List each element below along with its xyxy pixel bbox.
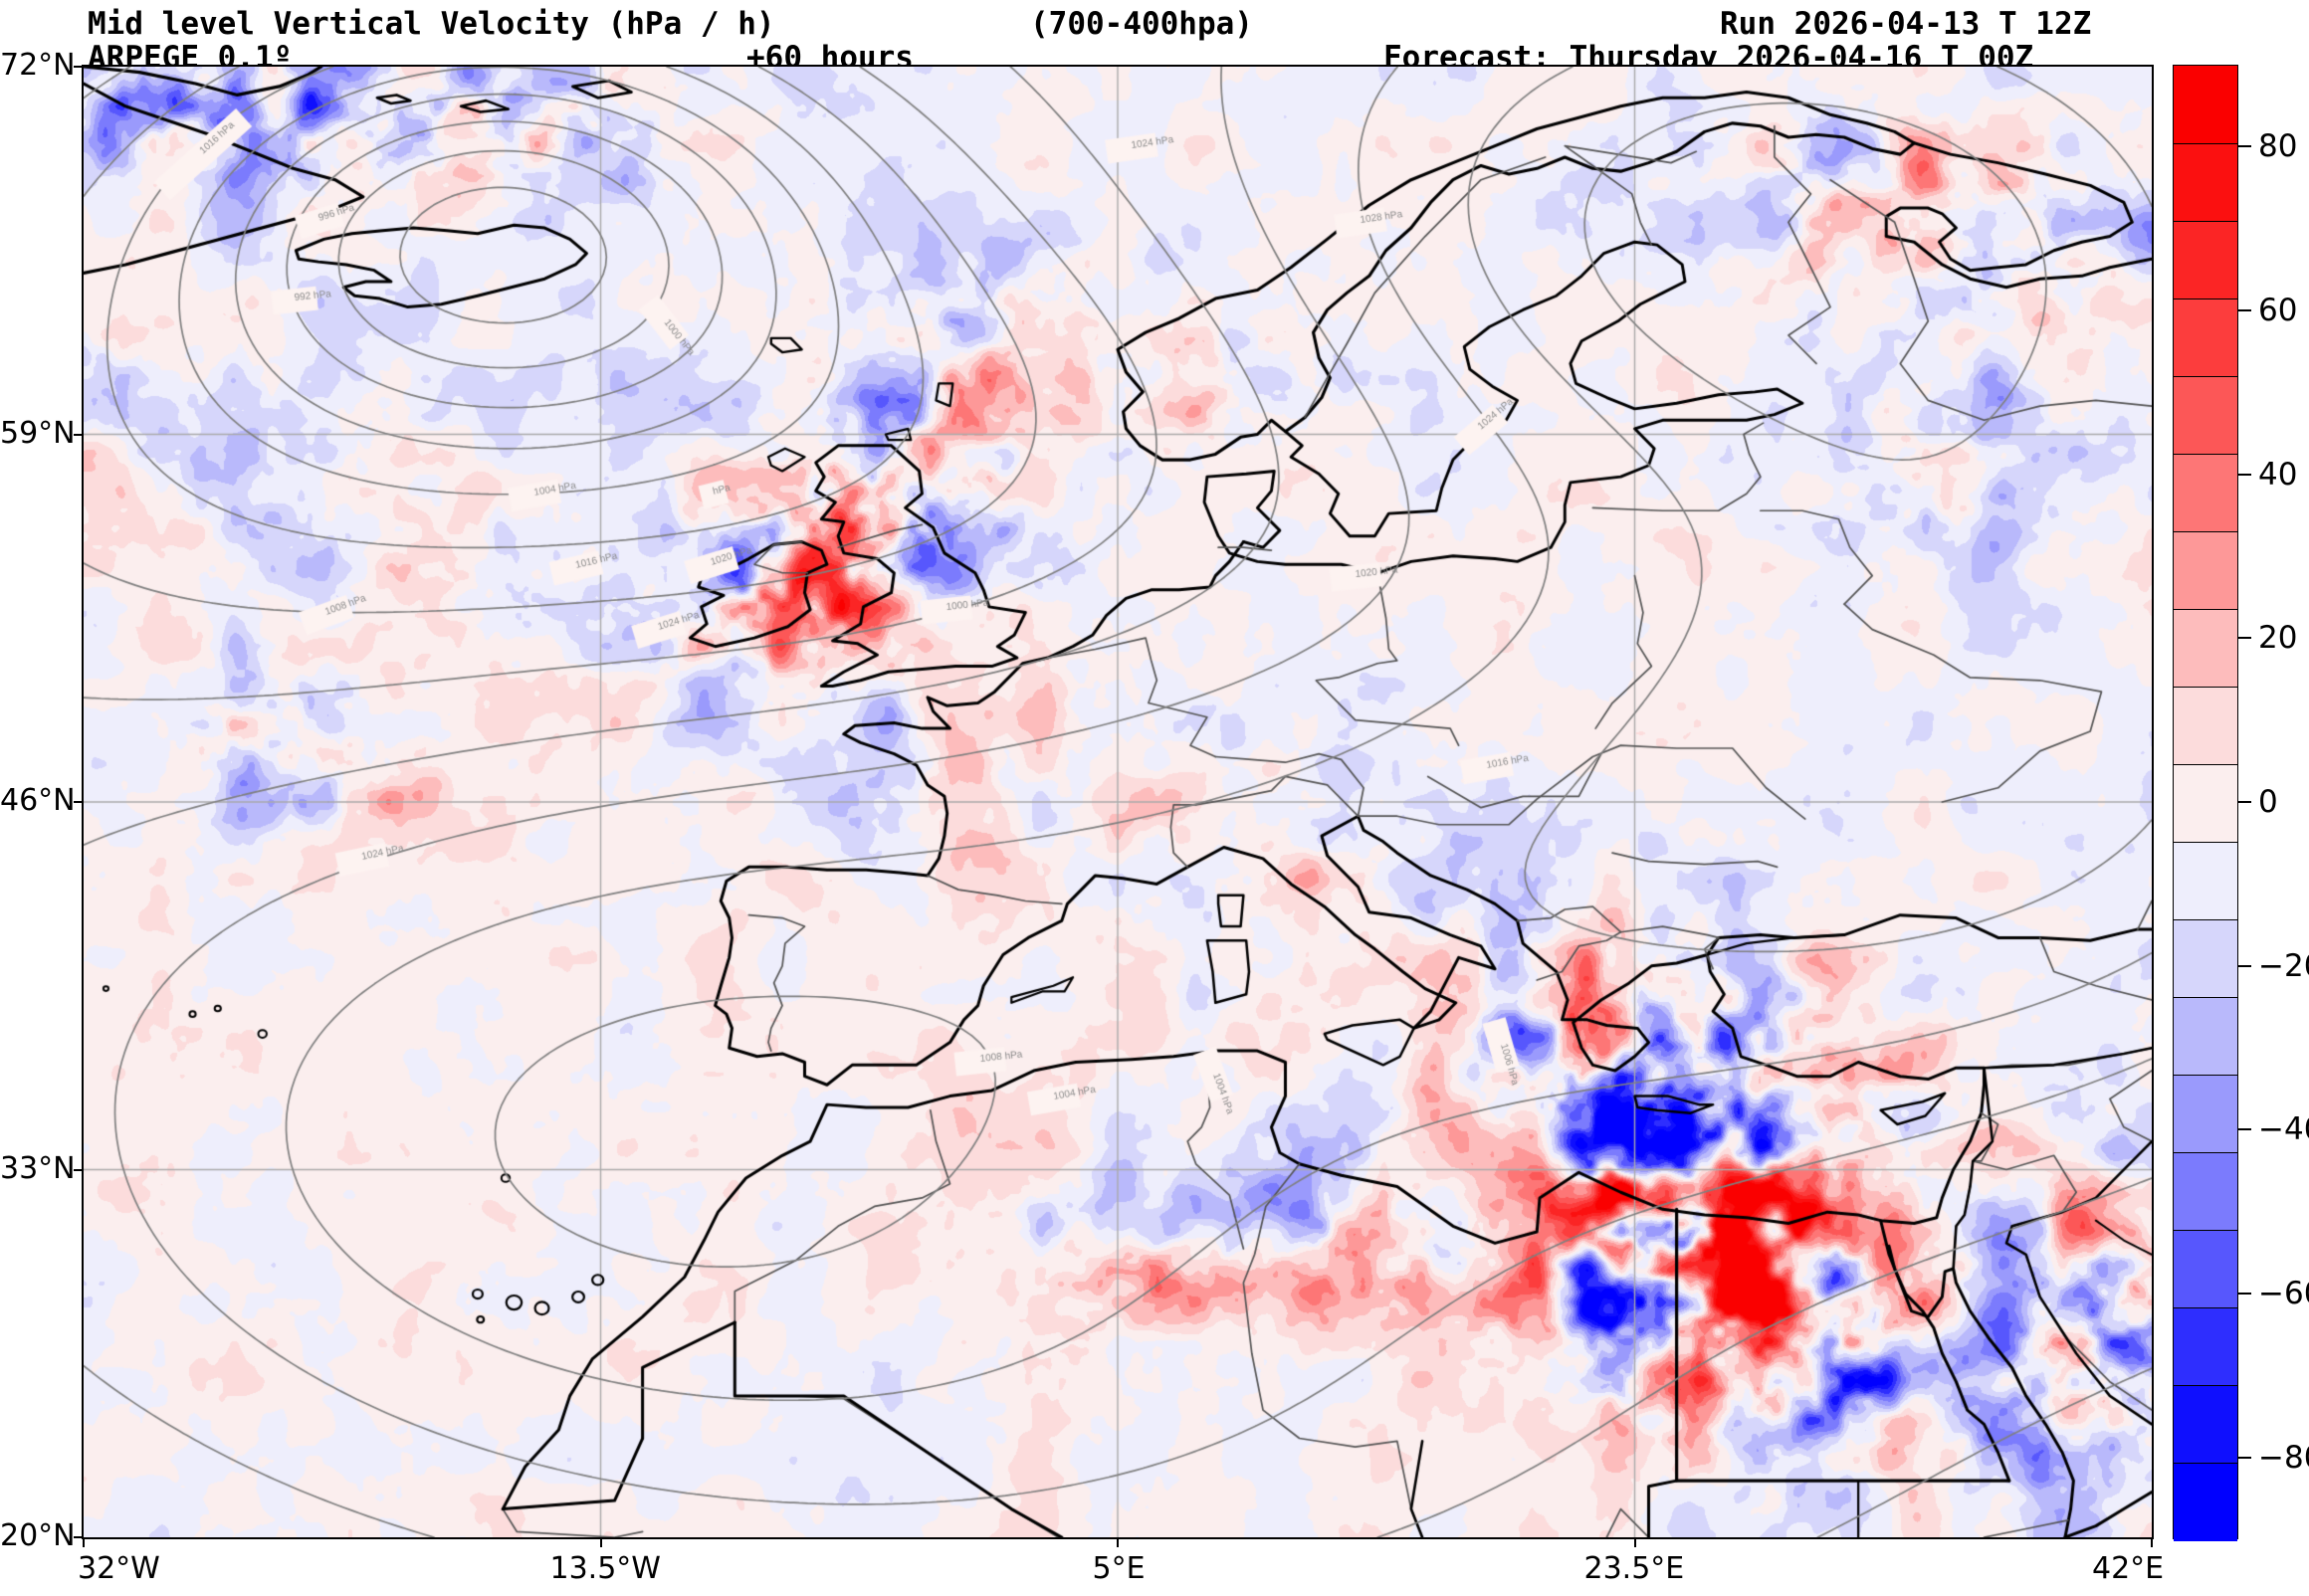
- colorbar-band-separator: [2174, 1385, 2237, 1386]
- chart-level-range: (700-400hpa): [1030, 6, 1253, 42]
- colorbar-band: [2174, 1385, 2237, 1464]
- colorbar-band: [2174, 919, 2237, 998]
- colorbar-band: [2174, 221, 2237, 299]
- y-axis-tick: [74, 1536, 84, 1538]
- colorbar-tick-label: 20: [2258, 620, 2298, 657]
- colorbar-band: [2174, 1307, 2237, 1386]
- colorbar-band-separator: [2174, 531, 2237, 532]
- colorbar-band-separator: [2174, 143, 2237, 144]
- colorbar-band: [2174, 531, 2237, 610]
- y-axis-tick: [74, 801, 84, 803]
- y-axis-tick: [74, 433, 84, 436]
- colorbar-band-separator: [2174, 997, 2237, 998]
- colorbar-band: [2174, 454, 2237, 532]
- colorbar-band-separator: [2174, 1230, 2237, 1231]
- colorbar-tick: [2238, 1128, 2251, 1131]
- colorbar-band: [2174, 376, 2237, 455]
- colorbar-band: [2174, 143, 2237, 222]
- colorbar-band-separator: [2174, 1463, 2237, 1464]
- colorbar-tick-label: 40: [2258, 456, 2298, 493]
- colorbar-band-separator: [2174, 221, 2237, 222]
- colorbar-band: [2174, 1075, 2237, 1153]
- x-axis-label: 42°E: [2092, 1551, 2165, 1586]
- colorbar-tick: [2238, 964, 2251, 967]
- colorbar-tick: [2238, 473, 2251, 476]
- colorbar-tick: [2238, 145, 2251, 148]
- x-axis-label: 23.5°E: [1583, 1551, 1685, 1586]
- colorbar-band: [2174, 66, 2237, 144]
- colorbar-band: [2174, 299, 2237, 377]
- colorbar-band-separator: [2174, 687, 2237, 688]
- colorbar-band: [2174, 997, 2237, 1076]
- colorbar-tick-label: 80: [2258, 128, 2298, 165]
- x-axis-label: 32°W: [78, 1551, 160, 1586]
- colorbar-band-separator: [2174, 454, 2237, 455]
- colorbar-band: [2174, 1463, 2237, 1541]
- colorbar-band-separator: [2174, 1152, 2237, 1153]
- colorbar-band: [2174, 1230, 2237, 1308]
- map-plot-area: [82, 65, 2154, 1539]
- colorbar-tick-label: −60: [2258, 1276, 2309, 1311]
- x-axis-tick: [83, 1537, 85, 1547]
- colorbar-band: [2174, 609, 2237, 688]
- colorbar-band-separator: [2174, 1075, 2237, 1076]
- x-axis-tick: [1117, 1537, 1119, 1547]
- x-axis-tick: [2151, 1537, 2153, 1547]
- colorbar-band-separator: [2174, 842, 2237, 843]
- y-axis-label: 59°N: [0, 415, 76, 451]
- colorbar: [2173, 65, 2238, 1541]
- vertical-velocity-heatmap: [84, 67, 2152, 1537]
- colorbar-tick-label: −40: [2258, 1111, 2309, 1148]
- colorbar-tick-label: −20: [2258, 947, 2309, 984]
- colorbar-band: [2174, 1152, 2237, 1231]
- y-axis-tick: [74, 66, 84, 68]
- colorbar-band-separator: [2174, 1307, 2237, 1308]
- x-axis-label: 5°E: [1092, 1551, 1146, 1586]
- colorbar-tick-label: 0: [2258, 784, 2278, 820]
- y-axis-label: 33°N: [0, 1150, 76, 1186]
- x-axis-tick: [1633, 1537, 1636, 1547]
- y-axis-label: 46°N: [0, 783, 76, 818]
- colorbar-band: [2174, 687, 2237, 765]
- chart-title: Mid level Vertical Velocity (hPa / h): [88, 6, 775, 42]
- colorbar-tick: [2238, 801, 2251, 803]
- x-axis-tick: [599, 1537, 602, 1547]
- y-axis-tick: [74, 1168, 84, 1171]
- y-axis-label: 72°N: [0, 48, 76, 83]
- colorbar-tick-label: 60: [2258, 293, 2298, 328]
- colorbar-tick: [2238, 309, 2251, 311]
- colorbar-band-separator: [2174, 376, 2237, 377]
- colorbar-band: [2174, 842, 2237, 920]
- colorbar-tick-label: −80: [2258, 1439, 2309, 1476]
- colorbar-band-separator: [2174, 919, 2237, 920]
- colorbar-tick: [2238, 1293, 2251, 1295]
- colorbar-band-separator: [2174, 609, 2237, 610]
- colorbar-tick: [2238, 637, 2251, 640]
- x-axis-label: 13.5°W: [549, 1551, 661, 1586]
- y-axis-label: 20°N: [0, 1518, 76, 1553]
- colorbar-band-separator: [2174, 764, 2237, 765]
- colorbar-band: [2174, 764, 2237, 843]
- model-run-label: Run 2026-04-13 T 12Z: [1720, 6, 2092, 42]
- colorbar-tick: [2238, 1456, 2251, 1459]
